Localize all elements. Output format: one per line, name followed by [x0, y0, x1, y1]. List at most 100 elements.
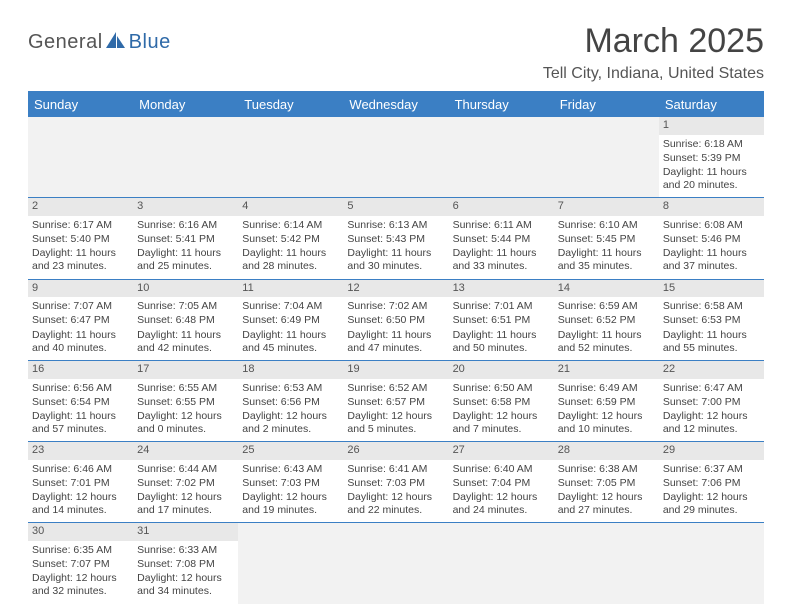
- daylight-line: Daylight: 11 hours and 33 minutes.: [453, 247, 550, 273]
- sunset-line: Sunset: 5:42 PM: [242, 233, 339, 246]
- calendar-day: 18Sunrise: 6:53 AMSunset: 6:56 PMDayligh…: [238, 361, 343, 441]
- calendar-day: 5Sunrise: 6:13 AMSunset: 5:43 PMDaylight…: [343, 198, 448, 278]
- daylight-line: Daylight: 12 hours and 19 minutes.: [242, 491, 339, 517]
- sunrise-line: Sunrise: 6:10 AM: [558, 219, 655, 232]
- day-number: 14: [554, 280, 659, 298]
- sunrise-line: Sunrise: 6:47 AM: [663, 382, 760, 395]
- day-number: 22: [659, 361, 764, 379]
- calendar-day: 22Sunrise: 6:47 AMSunset: 7:00 PMDayligh…: [659, 361, 764, 441]
- calendar-week: 16Sunrise: 6:56 AMSunset: 6:54 PMDayligh…: [28, 361, 764, 442]
- sunrise-line: Sunrise: 6:52 AM: [347, 382, 444, 395]
- day-header: Friday: [554, 93, 659, 117]
- daylight-line: Daylight: 12 hours and 22 minutes.: [347, 491, 444, 517]
- daylight-line: Daylight: 12 hours and 7 minutes.: [453, 410, 550, 436]
- sunset-line: Sunset: 6:53 PM: [663, 314, 760, 327]
- sunrise-line: Sunrise: 7:05 AM: [137, 300, 234, 313]
- day-details: Sunrise: 6:38 AMSunset: 7:05 PMDaylight:…: [554, 460, 659, 523]
- calendar-day-empty: [554, 117, 659, 197]
- daylight-line: Daylight: 11 hours and 30 minutes.: [347, 247, 444, 273]
- daylight-line: Daylight: 11 hours and 47 minutes.: [347, 329, 444, 355]
- sunrise-line: Sunrise: 7:02 AM: [347, 300, 444, 313]
- daylight-line: Daylight: 11 hours and 37 minutes.: [663, 247, 760, 273]
- calendar-day-empty: [238, 523, 343, 603]
- sunset-line: Sunset: 6:56 PM: [242, 396, 339, 409]
- month-title: March 2025: [543, 22, 764, 61]
- sunset-line: Sunset: 6:47 PM: [32, 314, 129, 327]
- sunset-line: Sunset: 7:03 PM: [347, 477, 444, 490]
- calendar-day: 16Sunrise: 6:56 AMSunset: 6:54 PMDayligh…: [28, 361, 133, 441]
- calendar-day-empty: [343, 117, 448, 197]
- sunset-line: Sunset: 5:40 PM: [32, 233, 129, 246]
- daylight-line: Daylight: 12 hours and 34 minutes.: [137, 572, 234, 598]
- sunset-line: Sunset: 6:49 PM: [242, 314, 339, 327]
- sunrise-line: Sunrise: 6:41 AM: [347, 463, 444, 476]
- calendar-day: 4Sunrise: 6:14 AMSunset: 5:42 PMDaylight…: [238, 198, 343, 278]
- calendar-week: 2Sunrise: 6:17 AMSunset: 5:40 PMDaylight…: [28, 198, 764, 279]
- calendar-day-empty: [449, 523, 554, 603]
- day-details: Sunrise: 6:53 AMSunset: 6:56 PMDaylight:…: [238, 379, 343, 442]
- day-header: Monday: [133, 93, 238, 117]
- sunset-line: Sunset: 7:05 PM: [558, 477, 655, 490]
- day-details: Sunrise: 6:55 AMSunset: 6:55 PMDaylight:…: [133, 379, 238, 442]
- calendar-day: 11Sunrise: 7:04 AMSunset: 6:49 PMDayligh…: [238, 280, 343, 360]
- calendar-day: 24 Sunrise: 6:44 AMSunset: 7:02 PMDayligh…: [133, 442, 238, 522]
- day-details: Sunrise: 6:18 AMSunset: 5:39 PMDaylight:…: [659, 135, 764, 198]
- sunrise-line: Sunrise: 6:40 AM: [453, 463, 550, 476]
- day-number: 29: [659, 442, 764, 460]
- daylight-line: Daylight: 12 hours and 17 minutes.: [137, 491, 234, 517]
- calendar-day-empty: [238, 117, 343, 197]
- day-number: 24: [133, 442, 238, 460]
- sunrise-line: Sunrise: 6:58 AM: [663, 300, 760, 313]
- sunset-line: Sunset: 5:46 PM: [663, 233, 760, 246]
- daylight-line: Daylight: 11 hours and 20 minutes.: [663, 166, 760, 192]
- daylight-line: Daylight: 12 hours and 27 minutes.: [558, 491, 655, 517]
- sunset-line: Sunset: 6:51 PM: [453, 314, 550, 327]
- daylight-line: Daylight: 12 hours and 24 minutes.: [453, 491, 550, 517]
- calendar-day: 30Sunrise: 6:35 AMSunset: 7:07 PMDayligh…: [28, 523, 133, 603]
- calendar-day: 14Sunrise: 6:59 AMSunset: 6:52 PMDayligh…: [554, 280, 659, 360]
- sunset-line: Sunset: 7:06 PM: [663, 477, 760, 490]
- day-details: Sunrise: 6:33 AMSunset: 7:08 PMDaylight:…: [133, 541, 238, 604]
- daylight-line: Daylight: 12 hours and 10 minutes.: [558, 410, 655, 436]
- logo-sail-icon: [105, 30, 127, 55]
- calendar-day: 19Sunrise: 6:52 AMSunset: 6:57 PMDayligh…: [343, 361, 448, 441]
- calendar-day: 10Sunrise: 7:05 AMSunset: 6:48 PMDayligh…: [133, 280, 238, 360]
- daylight-line: Daylight: 11 hours and 55 minutes.: [663, 329, 760, 355]
- sunset-line: Sunset: 7:01 PM: [32, 477, 129, 490]
- day-header: Sunday: [28, 93, 133, 117]
- day-number: 21: [554, 361, 659, 379]
- day-header: Tuesday: [238, 93, 343, 117]
- day-details: Sunrise: 7:05 AMSunset: 6:48 PMDaylight:…: [133, 297, 238, 360]
- calendar-day: 25Sunrise: 6:43 AMSunset: 7:03 PMDayligh…: [238, 442, 343, 522]
- calendar-day: 12Sunrise: 7:02 AMSunset: 6:50 PMDayligh…: [343, 280, 448, 360]
- day-details: Sunrise: 6:14 AMSunset: 5:42 PMDaylight:…: [238, 216, 343, 279]
- day-number: 25: [238, 442, 343, 460]
- sunset-line: Sunset: 5:39 PM: [663, 152, 760, 165]
- day-number: 6: [449, 198, 554, 216]
- day-details: Sunrise: 6:49 AMSunset: 6:59 PMDaylight:…: [554, 379, 659, 442]
- day-details: Sunrise: 6:17 AMSunset: 5:40 PMDaylight:…: [28, 216, 133, 279]
- day-number: 8: [659, 198, 764, 216]
- day-header: Wednesday: [343, 93, 448, 117]
- day-details: Sunrise: 6:41 AMSunset: 7:03 PMDaylight:…: [343, 460, 448, 523]
- day-number: 28: [554, 442, 659, 460]
- calendar-day-empty: [449, 117, 554, 197]
- day-header: Thursday: [449, 93, 554, 117]
- day-details: Sunrise: 7:04 AMSunset: 6:49 PMDaylight:…: [238, 297, 343, 360]
- sunset-line: Sunset: 6:59 PM: [558, 396, 655, 409]
- sunset-line: Sunset: 7:08 PM: [137, 558, 234, 571]
- day-number: 1: [659, 117, 764, 135]
- sunrise-line: Sunrise: 6:44 AM: [137, 463, 234, 476]
- day-details: Sunrise: 6:11 AMSunset: 5:44 PMDaylight:…: [449, 216, 554, 279]
- daylight-line: Daylight: 11 hours and 50 minutes.: [453, 329, 550, 355]
- calendar-day: 23Sunrise: 6:46 AMSunset: 7:01 PMDayligh…: [28, 442, 133, 522]
- sunset-line: Sunset: 7:02 PM: [137, 477, 234, 490]
- calendar-day-empty: [28, 117, 133, 197]
- sunset-line: Sunset: 7:00 PM: [663, 396, 760, 409]
- logo-text-blue: Blue: [129, 31, 171, 54]
- sunrise-line: Sunrise: 6:16 AM: [137, 219, 234, 232]
- daylight-line: Daylight: 11 hours and 23 minutes.: [32, 247, 129, 273]
- day-details: Sunrise: 6:46 AMSunset: 7:01 PMDaylight:…: [28, 460, 133, 523]
- sunrise-line: Sunrise: 6:50 AM: [453, 382, 550, 395]
- calendar-week: 23Sunrise: 6:46 AMSunset: 7:01 PMDayligh…: [28, 442, 764, 523]
